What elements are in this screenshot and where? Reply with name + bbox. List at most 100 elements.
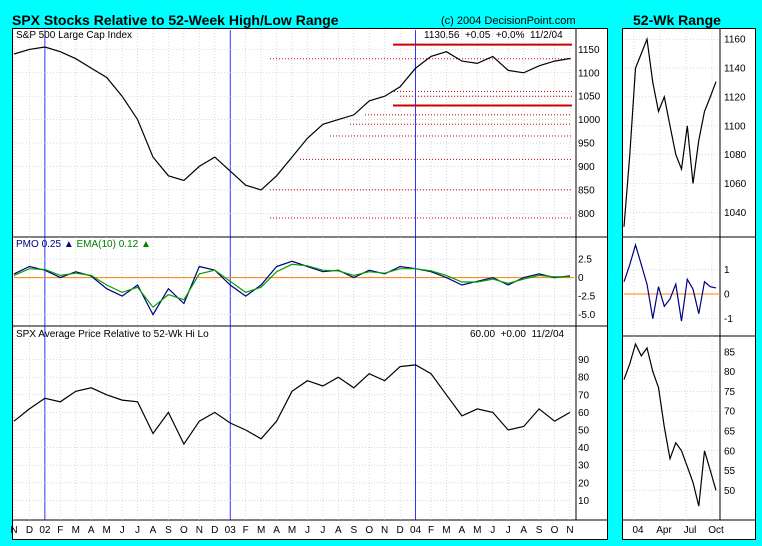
x-tick-label: J bbox=[120, 525, 125, 536]
side-title: 52-Wk Range bbox=[633, 12, 721, 28]
pmo-line bbox=[13, 260, 571, 316]
pmo-label: PMO bbox=[16, 239, 39, 250]
y-tick-label: -5.0 bbox=[578, 310, 596, 321]
price-panel-label: S&P 500 Large Cap Index bbox=[16, 30, 133, 41]
ema-value: 0.12 bbox=[118, 239, 139, 250]
y-tick-label: 900 bbox=[578, 162, 595, 173]
x-tick-label: J bbox=[135, 525, 140, 536]
y-tick-label: 2.5 bbox=[578, 255, 592, 266]
x-tick-label: N bbox=[10, 525, 17, 536]
x-tick-label: M bbox=[102, 525, 110, 536]
ema-10--line bbox=[13, 263, 571, 309]
x-tick-label: N bbox=[196, 525, 203, 536]
y-tick-label: 75 bbox=[724, 387, 736, 398]
x-tick-label: J bbox=[320, 525, 325, 536]
y-tick-label: 850 bbox=[578, 185, 595, 196]
y-tick-label: 20 bbox=[578, 478, 590, 489]
y-tick-label: 30 bbox=[578, 461, 590, 472]
side-chart-frame bbox=[622, 28, 756, 540]
y-tick-label: 1140 bbox=[724, 64, 746, 75]
side-x-tick-label: Jul bbox=[684, 525, 697, 536]
y-tick-label: 1100 bbox=[724, 121, 746, 132]
y-tick-label: -1 bbox=[724, 314, 733, 325]
x-tick-label: A bbox=[335, 525, 342, 536]
avg-panel-label: SPX Average Price Relative to 52-Wk Hi L… bbox=[16, 329, 209, 340]
x-tick-label: F bbox=[243, 525, 249, 536]
x-tick-label: N bbox=[566, 525, 573, 536]
x-tick-label: D bbox=[211, 525, 218, 536]
x-tick-label: A bbox=[520, 525, 527, 536]
x-tick-label: M bbox=[257, 525, 265, 536]
credit-text: (c) 2004 DecisionPoint.com bbox=[441, 15, 576, 27]
pmo-up-arrow-icon: ▲ bbox=[63, 239, 74, 250]
y-tick-label: 55 bbox=[724, 466, 736, 477]
x-tick-label: F bbox=[57, 525, 63, 536]
x-tick-label: M bbox=[288, 525, 296, 536]
side-x-tick-label: Oct bbox=[708, 525, 724, 536]
x-tick-label: A bbox=[150, 525, 157, 536]
y-tick-label: 1060 bbox=[724, 179, 747, 190]
y-tick-label: 1040 bbox=[724, 208, 747, 219]
y-tick-label: 1100 bbox=[578, 68, 600, 79]
main-chart-frame bbox=[12, 28, 608, 540]
series-line bbox=[623, 242, 717, 322]
x-tick-label: N bbox=[381, 525, 388, 536]
x-tick-label: A bbox=[459, 525, 466, 536]
x-tick-label: S bbox=[350, 525, 357, 536]
y-tick-label: 50 bbox=[724, 486, 736, 497]
y-tick-label: 90 bbox=[578, 355, 590, 366]
y-tick-label: 80 bbox=[578, 373, 590, 384]
y-tick-label: 0 bbox=[724, 290, 730, 301]
x-tick-label: S bbox=[536, 525, 543, 536]
pmo-value: 0.25 bbox=[41, 239, 62, 250]
y-tick-label: 1050 bbox=[578, 92, 601, 103]
y-tick-label: 50 bbox=[578, 426, 590, 437]
y-tick-label: 1000 bbox=[578, 115, 601, 126]
y-tick-label: 60 bbox=[578, 408, 590, 419]
x-tick-label: J bbox=[490, 525, 495, 536]
x-tick-label: 03 bbox=[225, 525, 237, 536]
price-panel-readout: 1130.56 +0.05 +0.0% 11/2/04 bbox=[424, 30, 563, 41]
pmo-panel-legend: PMO 0.25 ▲ EMA(10) 0.12 ▲ bbox=[16, 239, 151, 250]
x-tick-label: O bbox=[180, 525, 188, 536]
x-tick-label: M bbox=[442, 525, 450, 536]
y-tick-label: 1120 bbox=[724, 92, 746, 103]
ema-label: EMA(10) bbox=[76, 239, 116, 250]
y-tick-label: 10 bbox=[578, 496, 590, 507]
y-tick-label: 950 bbox=[578, 139, 595, 150]
y-tick-label: 1 bbox=[724, 265, 730, 276]
y-tick-label: 1160 bbox=[724, 35, 746, 46]
avg-panel-readout: 60.00 +0.00 11/2/04 bbox=[470, 329, 565, 340]
x-tick-label: D bbox=[396, 525, 403, 536]
y-tick-label: 80 bbox=[724, 367, 736, 378]
x-tick-label: A bbox=[88, 525, 95, 536]
x-tick-label: D bbox=[26, 525, 33, 536]
x-tick-label: 04 bbox=[410, 525, 422, 536]
series-line bbox=[623, 342, 717, 507]
side-x-tick-label: Apr bbox=[656, 525, 672, 536]
y-tick-label: 70 bbox=[578, 390, 590, 401]
series-line bbox=[13, 46, 571, 191]
y-tick-label: 65 bbox=[724, 426, 736, 437]
x-tick-label: M bbox=[72, 525, 80, 536]
x-tick-label: O bbox=[551, 525, 559, 536]
x-tick-label: J bbox=[305, 525, 310, 536]
y-tick-label: 40 bbox=[578, 443, 590, 454]
y-tick-label: 85 bbox=[724, 347, 736, 358]
ema-up-arrow-icon: ▲ bbox=[140, 239, 151, 250]
y-tick-label: 70 bbox=[724, 407, 736, 418]
side-x-tick-label: 04 bbox=[632, 525, 644, 536]
x-tick-label: 02 bbox=[39, 525, 51, 536]
series-line bbox=[623, 36, 717, 227]
x-tick-label: F bbox=[428, 525, 434, 536]
series-line bbox=[13, 364, 571, 446]
x-tick-label: M bbox=[473, 525, 481, 536]
x-tick-label: J bbox=[506, 525, 511, 536]
y-tick-label: 1150 bbox=[578, 45, 600, 56]
x-tick-label: O bbox=[365, 525, 373, 536]
x-tick-label: A bbox=[273, 525, 280, 536]
y-tick-label: 1080 bbox=[724, 150, 747, 161]
main-title: SPX Stocks Relative to 52-Week High/Low … bbox=[12, 12, 339, 28]
x-tick-label: S bbox=[165, 525, 172, 536]
